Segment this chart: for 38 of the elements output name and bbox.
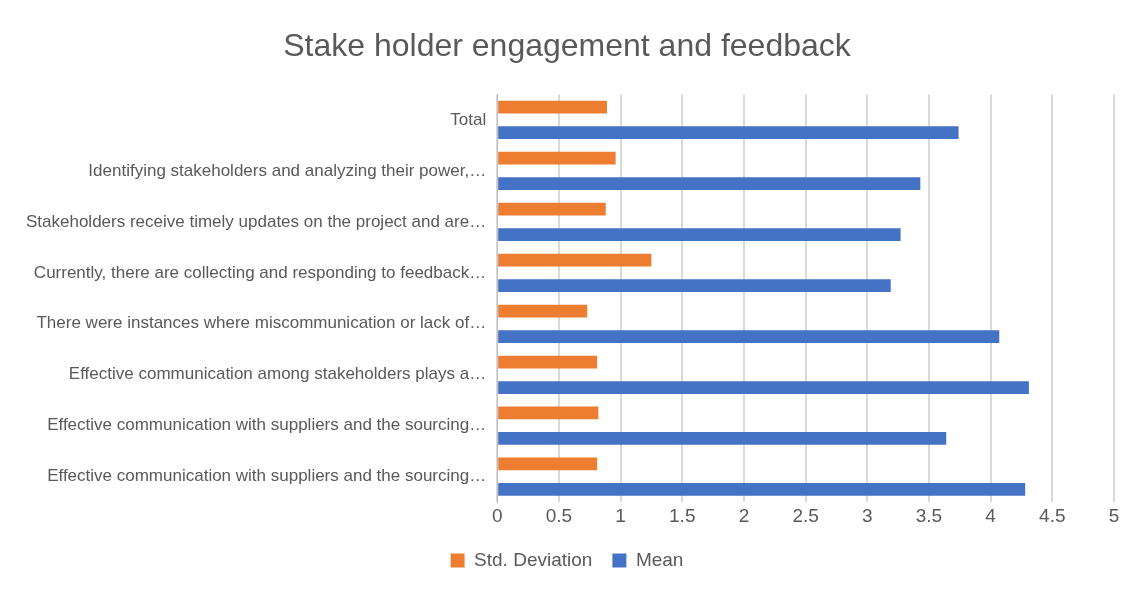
y-tick-label: There were instances where miscommunication or lack of… — [36, 313, 487, 333]
bar — [498, 100, 607, 114]
x-tick-label: 3.5 — [915, 504, 943, 526]
legend-label: Std. Deviation — [474, 548, 593, 570]
y-tick-label: Effective communication among stakeholders plays a… — [68, 364, 487, 384]
y-tick-label: Currently, there are collecting and responding to feedback… — [33, 262, 487, 282]
x-tick-label: 2 — [738, 504, 750, 526]
x-tick-label: 4.5 — [1039, 504, 1066, 526]
x-tick-label: 3 — [861, 504, 873, 526]
y-tick-label: Stakeholders receive timely updates on the project and are… — [25, 211, 487, 231]
legend-label: Mean — [635, 548, 684, 570]
bar — [498, 406, 599, 420]
y-tick-label: Effective communication with suppliers and the sourcing… — [47, 466, 487, 486]
x-tick-label: 0.5 — [545, 504, 573, 526]
bar — [498, 126, 959, 139]
bar — [498, 228, 901, 241]
bar — [498, 151, 616, 165]
bar — [498, 304, 588, 318]
x-tick-label: 1 — [615, 504, 626, 526]
bar — [498, 202, 606, 216]
bar — [498, 483, 1026, 496]
x-tick-label: 4 — [985, 504, 997, 526]
bar — [498, 253, 652, 267]
x-tick-label: 1.5 — [669, 504, 696, 526]
bar — [498, 381, 1029, 394]
bar — [498, 330, 1000, 343]
y-tick-label: Identifying stakeholders and analyzing their power,… — [88, 160, 487, 180]
bar — [498, 177, 921, 190]
y-tick-label: Total — [450, 109, 487, 129]
bar — [498, 279, 891, 292]
x-tick-label: 5 — [1108, 504, 1120, 526]
bar — [498, 432, 947, 445]
x-tick-label: 2.5 — [792, 504, 819, 526]
x-tick-label: 0 — [491, 504, 503, 526]
bar — [498, 457, 598, 471]
chart-title: Stake holder engagement and feedback — [283, 27, 852, 64]
bar — [498, 355, 598, 369]
y-tick-label: Effective communication with suppliers and the sourcing… — [47, 415, 487, 435]
